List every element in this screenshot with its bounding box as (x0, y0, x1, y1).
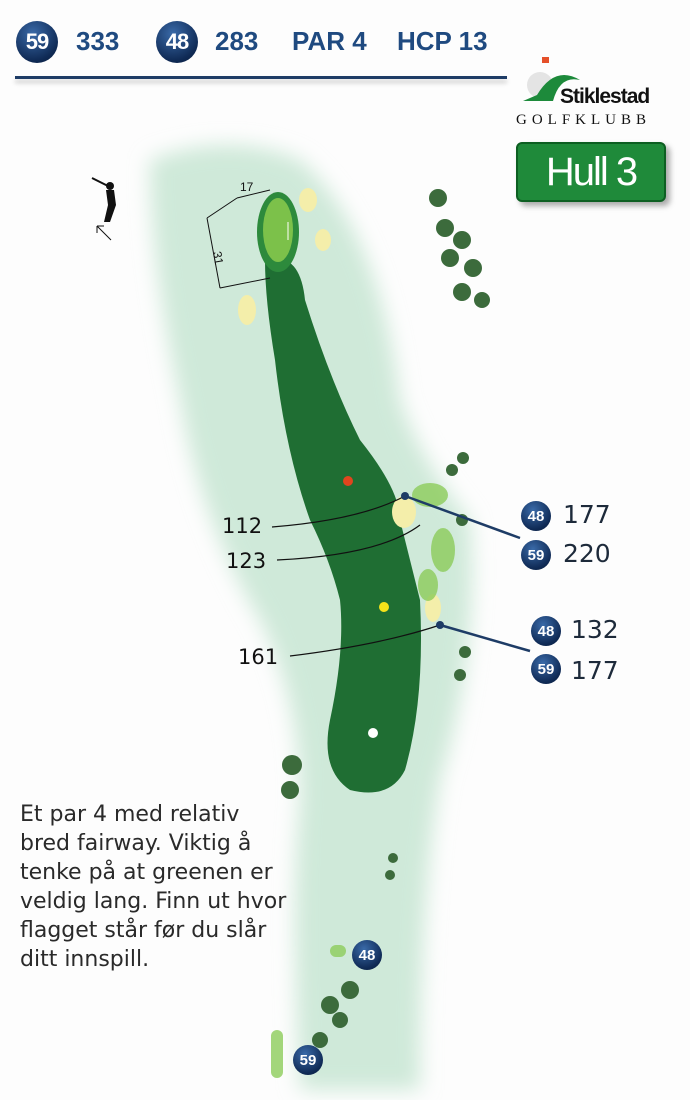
marker-red (343, 476, 353, 486)
tee-48-length: 283 (215, 26, 259, 56)
logo-name: Stiklestad (560, 85, 650, 108)
hazard-distance: 112 (222, 514, 263, 538)
logo-sub: GOLFKLUBB (516, 112, 652, 128)
carry-distance: 177 (571, 656, 619, 685)
hazard-distance: 123 (226, 549, 267, 573)
green-dimensions (206, 189, 271, 289)
hazard-distance: 161 (238, 645, 279, 669)
tee-59-marker: 59 (293, 1045, 323, 1075)
trees (281, 189, 490, 1048)
hole-label: Hull 3 (516, 142, 666, 202)
header-divider (15, 76, 507, 79)
tee-badge: 59 (521, 540, 551, 570)
distance-lines (271, 495, 441, 657)
carry-distance: 220 (563, 539, 611, 568)
carry-distance: 177 (563, 500, 611, 529)
carry-lines (404, 494, 531, 653)
green-depth: 31 (210, 250, 226, 266)
tee-48-badge: 48 (156, 21, 198, 63)
marker-yellow (379, 602, 389, 612)
logo-mark-icon (523, 57, 580, 101)
marker-white (368, 728, 378, 738)
tee-badge: 48 (521, 501, 551, 531)
tee-59-badge: 59 (16, 21, 58, 63)
par: PAR 4 (292, 26, 367, 56)
tee-badge: 59 (531, 654, 561, 684)
handicap: HCP 13 (397, 26, 488, 56)
mounds (271, 483, 455, 1078)
tee-badge: 48 (531, 616, 561, 646)
carry-distance: 132 (571, 615, 619, 644)
tee-59-length: 333 (76, 26, 120, 56)
tee-48-marker: 48 (352, 940, 382, 970)
club-logo: Stiklestad GOLFKLUBB (515, 55, 675, 135)
golfer-icon (91, 177, 116, 241)
fairway (265, 258, 421, 793)
bunkers (238, 188, 441, 622)
green-width: 17 (240, 180, 254, 194)
hole-description: Et par 4 med relativ bred fairway. Vikti… (20, 802, 287, 972)
